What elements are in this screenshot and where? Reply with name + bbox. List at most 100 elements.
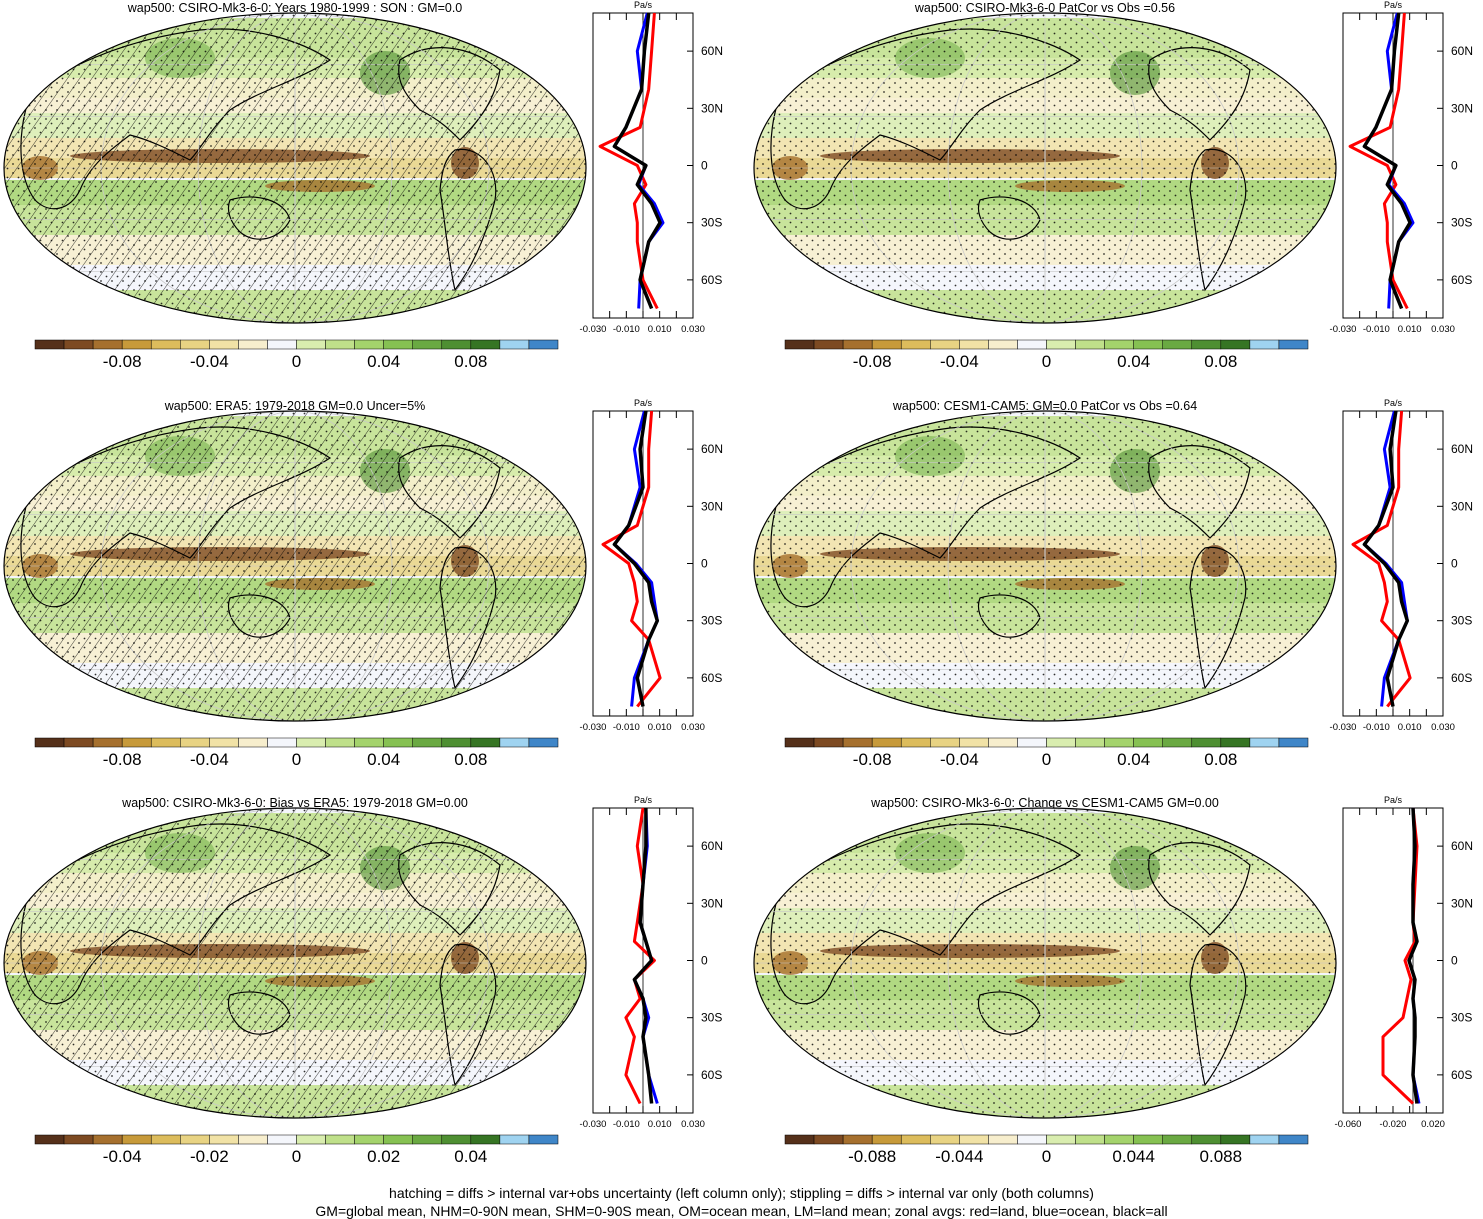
zonal-lat-label: 0 xyxy=(1451,954,1458,968)
zonal-units: Pa/s xyxy=(634,795,653,805)
zonal-tick-label: -0.020 xyxy=(1380,1119,1407,1130)
colorbar-swatch xyxy=(1162,737,1193,748)
colorbar-swatch xyxy=(813,339,844,350)
stippling xyxy=(754,411,1336,721)
panel-title: wap500: CESM1-CAM5: GM=0.0 PatCor vs Obs… xyxy=(892,399,1197,413)
colorbar-swatch xyxy=(784,737,815,748)
colorbar-swatch xyxy=(296,737,326,748)
hatching xyxy=(4,411,586,721)
colorbar: -0.08 -0.04 0 0.04 0.08 xyxy=(34,737,559,769)
colorbar-swatch xyxy=(121,1134,152,1145)
colorbar-swatch xyxy=(63,737,94,748)
colorbar-label: 0 xyxy=(292,1147,301,1166)
colorbar-swatch xyxy=(412,737,443,748)
colorbar-label: -0.08 xyxy=(103,750,142,769)
colorbar-swatch xyxy=(1278,339,1309,350)
colorbar-swatch xyxy=(528,1134,559,1145)
zonal-units: Pa/s xyxy=(1384,0,1403,10)
zonal-lat-label: 0 xyxy=(1451,159,1458,173)
colorbar-swatch xyxy=(470,737,501,748)
zonal-lat-label: 0 xyxy=(701,954,708,968)
colorbar-swatch xyxy=(325,1134,355,1145)
zonal-tick-label: 0.010 xyxy=(1398,722,1422,733)
zonal-line-all xyxy=(632,808,654,1104)
colorbar-label: 0 xyxy=(292,352,301,371)
colorbar-swatch xyxy=(1046,339,1076,350)
colorbar-label: -0.02 xyxy=(190,1147,229,1166)
zonal-lat-label: 60S xyxy=(1451,671,1472,685)
map-field xyxy=(754,13,1336,323)
zonal-tick-label: 0.030 xyxy=(1431,324,1455,335)
colorbar-swatch xyxy=(92,339,123,350)
zonal-lat-label: 0 xyxy=(701,557,708,571)
colorbar-swatch xyxy=(930,737,960,748)
zonal-line-land xyxy=(1351,410,1412,708)
zonal-mean-plot: Pa/s -0.030 -0.010 0.010 0.030 60N 30N 0 30S 60S xyxy=(580,795,723,1130)
zonal-lat-label: 60S xyxy=(701,671,722,685)
panel-title: wap500: CSIRO-Mk3-6-0 PatCor vs Obs =0.5… xyxy=(914,1,1175,15)
colorbar-label: 0.088 xyxy=(1200,1147,1243,1166)
colorbar-swatch xyxy=(900,1134,931,1145)
zonal-lat-label: 60N xyxy=(701,839,723,853)
colorbar-label: 0.044 xyxy=(1112,1147,1155,1166)
panel-3: wap500: ERA5: 1979-2018 GM=0.0 Uncer=5% -… xyxy=(3,398,723,769)
colorbar-label: 0.02 xyxy=(367,1147,400,1166)
colorbar-label: -0.088 xyxy=(848,1147,896,1166)
colorbar-swatch xyxy=(930,339,960,350)
colorbar-label: 0.08 xyxy=(454,750,487,769)
zonal-tick-label: 0.030 xyxy=(1431,722,1455,733)
colorbar-swatch xyxy=(34,339,65,350)
colorbar-swatch xyxy=(209,1134,239,1145)
colorbar-label: 0.04 xyxy=(1117,750,1150,769)
colorbar-swatch xyxy=(959,737,989,748)
colorbar-swatch xyxy=(1046,737,1076,748)
colorbar-swatch xyxy=(1278,737,1309,748)
colorbar-swatch xyxy=(267,1134,297,1145)
colorbar-swatch xyxy=(412,339,443,350)
colorbar-swatch xyxy=(528,339,559,350)
zonal-lat-label: 30N xyxy=(701,896,723,910)
colorbar-swatch xyxy=(1046,1134,1076,1145)
zonal-line-all xyxy=(612,410,660,707)
zonal-tick-label: -0.030 xyxy=(580,1119,607,1130)
colorbar-swatch xyxy=(354,737,384,748)
map-field xyxy=(4,808,586,1118)
colorbar-label: 0 xyxy=(1042,1147,1051,1166)
zonal-lat-label: 30S xyxy=(701,1011,722,1025)
panel-5: wap500: CSIRO-Mk3-6-0: Bias vs ERA5: 197… xyxy=(3,795,723,1166)
colorbar-swatch xyxy=(34,1134,65,1145)
zonal-units: Pa/s xyxy=(634,0,653,10)
colorbar-swatch xyxy=(209,737,239,748)
colorbar-label: -0.08 xyxy=(853,352,892,371)
colorbar-swatch xyxy=(441,1134,472,1145)
zonal-mean-plot: Pa/s -0.030 -0.010 0.010 0.030 60N 30N 0 30S 60S xyxy=(580,398,723,733)
colorbar-swatch xyxy=(930,1134,960,1145)
colorbar-swatch xyxy=(959,1134,989,1145)
colorbar-label: 0.08 xyxy=(1204,352,1237,371)
panel-title: wap500: CSIRO-Mk3-6-0: Bias vs ERA5: 197… xyxy=(121,796,468,810)
colorbar-swatch xyxy=(1220,1134,1251,1145)
colorbar-swatch xyxy=(1191,1134,1222,1145)
zonal-line-all xyxy=(1362,410,1410,707)
colorbar-swatch xyxy=(842,737,873,748)
zonal-tick-label: 0.010 xyxy=(648,722,672,733)
colorbar-label: -0.04 xyxy=(940,750,979,769)
hatching xyxy=(4,808,586,1118)
colorbar-label: 0 xyxy=(292,750,301,769)
colorbar-swatch xyxy=(1133,339,1163,350)
colorbar-swatch xyxy=(180,737,210,748)
colorbar-swatch xyxy=(441,339,472,350)
colorbar-swatch xyxy=(784,339,815,350)
colorbar-swatch xyxy=(209,339,239,350)
map-border xyxy=(3,12,587,324)
colorbar-label: -0.04 xyxy=(190,750,229,769)
colorbar-swatch xyxy=(383,339,413,350)
colorbar-swatch xyxy=(63,339,94,350)
zonal-lat-label: 0 xyxy=(701,159,708,173)
zonal-tick-label: 0.010 xyxy=(648,1119,672,1130)
colorbar-swatch xyxy=(34,737,65,748)
colorbar-swatch xyxy=(238,339,268,350)
map-border xyxy=(753,12,1337,324)
colorbar-swatch xyxy=(1191,737,1222,748)
zonal-tick-label: -0.060 xyxy=(1335,1119,1362,1130)
